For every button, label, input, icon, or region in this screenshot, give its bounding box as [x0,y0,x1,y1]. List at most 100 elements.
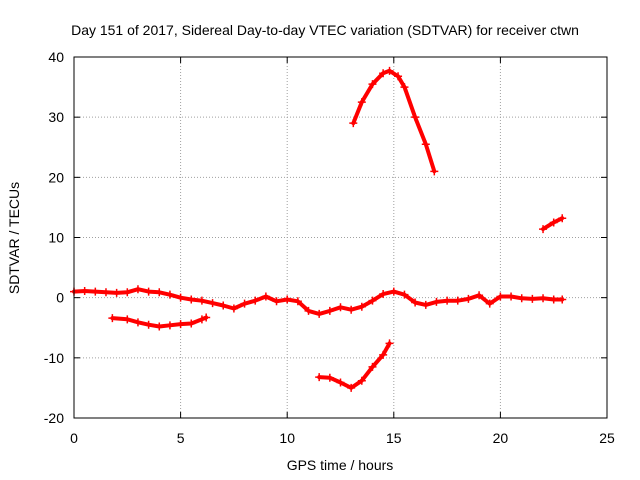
data-point [91,287,100,296]
data-point [155,322,164,331]
data-point [176,293,185,302]
y-tick-label: 20 [48,169,64,185]
data-point [123,288,132,297]
data-point [507,292,516,301]
data-point [144,320,153,329]
data-point [539,225,548,234]
y-tick-label: 40 [48,49,64,65]
data-point [394,72,403,81]
data-point [517,294,526,303]
data-point [315,309,324,318]
data-point [379,290,388,299]
y-tick-label: -20 [44,410,64,426]
data-point [357,376,366,385]
data-point [187,295,196,304]
data-point [379,350,388,359]
data-point [558,295,567,304]
data-point [315,373,324,382]
data-point [133,318,142,327]
data-point [368,296,377,305]
data-point [549,218,558,227]
data-point [385,339,394,348]
series-track-5 [539,214,567,234]
data-point [208,299,217,308]
data-point [389,287,398,296]
series-track-4 [349,66,439,176]
data-point [251,296,260,305]
data-point [123,315,132,324]
series-track-3 [315,339,394,392]
data-point [421,300,430,309]
data-point [496,292,505,301]
data-point [304,306,313,315]
x-tick-label: 15 [386,430,402,446]
data-point [108,314,117,323]
data-point [325,373,334,382]
y-tick-label: -10 [44,350,64,366]
data-point [453,296,462,305]
y-tick-label: 0 [56,290,64,306]
data-point [240,299,249,308]
data-points [70,66,567,392]
data-point [347,383,356,392]
data-point [187,319,196,328]
x-axis-label: GPS time / hours [287,457,394,473]
data-point [464,294,473,303]
data-point [385,66,394,75]
data-point [165,321,174,330]
data-point [528,294,537,303]
data-point [219,301,228,310]
data-point [368,362,377,371]
data-point [421,140,430,149]
series-line [351,68,437,174]
data-point [368,80,377,89]
data-point [293,297,302,306]
data-point [144,287,153,296]
data-point [283,295,292,304]
data-point [430,167,439,176]
data-point [357,98,366,107]
series-track-2 [108,313,211,331]
y-tick-label: 30 [48,109,64,125]
data-point [112,288,121,297]
data-point [443,296,452,305]
x-tick-label: 10 [279,430,295,446]
data-point [336,378,345,387]
data-point [165,290,174,299]
data-point [400,290,409,299]
data-point [379,69,388,78]
data-point [357,302,366,311]
y-tick-label: 10 [48,230,64,246]
series-line [110,315,209,329]
series-track-1 [70,285,567,318]
data-point [80,287,89,296]
data-point [325,306,334,315]
data-point [349,119,358,128]
x-tick-label: 25 [599,430,615,446]
data-point [432,297,441,306]
x-tick-label: 20 [493,430,509,446]
data-point [411,298,420,307]
data-point [197,315,206,324]
data-point [229,304,238,313]
data-point [475,291,484,300]
data-point [197,296,206,305]
y-axis-label: SDTVAR / TECUs [6,182,22,294]
x-tick-label: 0 [70,430,78,446]
data-point [261,292,270,301]
data-point [272,297,281,306]
data-point [558,214,567,223]
data-point [347,305,356,314]
plot-frame [73,56,608,419]
data-point [539,294,548,303]
chart-title: Day 151 of 2017, Sidereal Day-to-day VTE… [71,22,579,38]
data-point [133,285,142,294]
data-point [202,313,211,322]
data-point [336,303,345,312]
data-point [485,299,494,308]
data-point [155,288,164,297]
data-point [101,288,110,297]
x-tick-label: 5 [177,430,185,446]
